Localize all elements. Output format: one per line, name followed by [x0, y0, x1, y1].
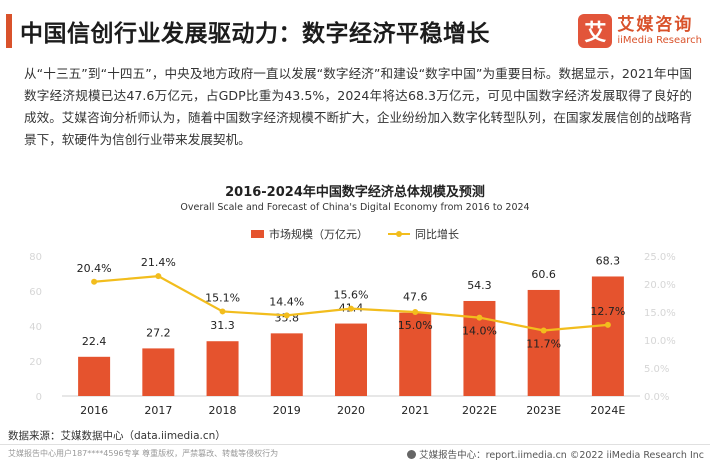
bar-value-label: 22.4 — [82, 335, 107, 348]
right-axis-tick-label: 25.0% — [644, 252, 676, 263]
legend-label-line: 同比增长 — [415, 228, 459, 241]
x-axis-tick-label: 2024E — [590, 404, 625, 417]
bar-value-label: 54.3 — [467, 279, 492, 292]
bar — [206, 341, 239, 396]
growth-value-label: 14.0% — [462, 325, 497, 338]
data-source: 数据来源：艾媒数据中心（data.iimedia.cn） — [8, 430, 226, 442]
chart-subtitle: Overall Scale and Forecast of China's Di… — [180, 202, 530, 213]
legend-item-bar: 市场规模（万亿元） — [251, 226, 368, 242]
logo-name-en: iiMedia Research — [617, 34, 702, 46]
bar-value-label: 31.3 — [210, 319, 235, 332]
bar-value-label: 47.6 — [403, 291, 428, 304]
right-axis-tick-label: 0.0% — [644, 392, 669, 403]
growth-value-label: 20.4% — [77, 262, 112, 275]
growth-value-label: 12.7% — [590, 305, 625, 318]
growth-value-label: 15.1% — [205, 291, 240, 304]
page-title: 中国信创行业发展驱动力：数字经济平稳增长 — [20, 21, 490, 47]
logo-name-cn: 艾媒咨询 — [617, 14, 694, 35]
combo-chart: 0 20 40 60 80 0.0% 5.0% 10.0% 15.0% 20.0% 25.0% 22.… — [29, 252, 676, 417]
bar — [142, 348, 175, 396]
bar-value-label: 68.3 — [596, 254, 621, 267]
legend-line-swatch — [388, 231, 410, 237]
growth-value-label: 21.4% — [141, 256, 176, 269]
left-axis-tick-label: 40 — [29, 322, 42, 333]
chart-title: 2016-2024年中国数字经济总体规模及预测 — [225, 185, 485, 200]
growth-point — [283, 312, 290, 319]
legend-item-line: 同比增长 — [388, 226, 459, 242]
x-axis-tick-label: 2023E — [526, 404, 561, 417]
growth-point — [348, 305, 354, 312]
growth-value-label: 11.7% — [526, 337, 561, 350]
x-axis-tick-label: 2018 — [209, 404, 237, 417]
growth-point — [604, 321, 611, 328]
right-axis-tick-label: 15.0% — [644, 308, 676, 319]
bar — [335, 323, 367, 396]
bar — [527, 289, 560, 396]
growth-value-label: 15.6% — [334, 289, 369, 302]
legend-bar-swatch — [251, 230, 264, 238]
growth-point — [412, 309, 419, 315]
growth-value-label: 15.0% — [398, 319, 433, 332]
bar — [270, 333, 303, 396]
left-axis-tick-label: 20 — [29, 357, 42, 368]
growth-value-label: 14.4% — [269, 295, 304, 308]
brand-logo: 艾 艾媒咨询 iiMedia Research — [578, 14, 702, 48]
left-axis-tick-label: 0 — [36, 392, 42, 403]
footer-divider — [0, 444, 710, 445]
left-axis-tick-label: 80 — [29, 252, 42, 263]
title-accent-bar — [6, 14, 12, 48]
chart-legend: 市场规模（万亿元） 同比增长 — [0, 226, 710, 242]
bar — [591, 276, 624, 396]
x-axis-tick-label: 2022E — [462, 404, 497, 417]
right-axis-tick-label: 20.0% — [644, 280, 676, 291]
growth-point — [219, 308, 226, 315]
x-axis-tick-label: 2021 — [401, 404, 429, 417]
x-axis-tick-label: 2019 — [273, 404, 301, 417]
growth-point — [476, 314, 483, 321]
bar-value-label: 27.2 — [146, 326, 171, 339]
left-axis-tick-label: 60 — [29, 287, 42, 298]
bar-value-label: 60.6 — [531, 268, 556, 281]
report-center-icon — [407, 449, 417, 459]
footer-copyright-note: 艾媒报告中心用户187****4596专享 尊重版权，严禁篡改、转载等侵权行为 — [8, 449, 279, 458]
growth-point — [540, 327, 547, 334]
growth-point — [155, 273, 162, 280]
right-axis-tick-label: 5.0% — [644, 364, 669, 375]
x-axis-tick-label: 2020 — [337, 404, 365, 417]
growth-point — [91, 278, 98, 285]
legend-label-bar: 市场规模（万亿元） — [269, 228, 368, 241]
x-axis-tick-label: 2016 — [80, 404, 108, 417]
logo-text: 艾媒咨询 iiMedia Research — [617, 14, 702, 47]
bar — [399, 312, 432, 396]
logo-mark-icon: 艾 — [578, 14, 613, 48]
x-axis-tick-label: 2017 — [144, 404, 172, 417]
footer-report-link: 艾媒报告中心：report.iimedia.cn ©2022 iiMedia R… — [407, 447, 704, 461]
footer-report-text: 艾媒报告中心：report.iimedia.cn ©2022 iiMedia R… — [419, 450, 704, 461]
intro-paragraph: 从“十三五”到“十四五”，中央及地方政府一直以发展“数字经济”和建设“数字中国”… — [24, 66, 692, 147]
bar — [78, 356, 111, 396]
right-axis-tick-label: 10.0% — [644, 336, 676, 347]
